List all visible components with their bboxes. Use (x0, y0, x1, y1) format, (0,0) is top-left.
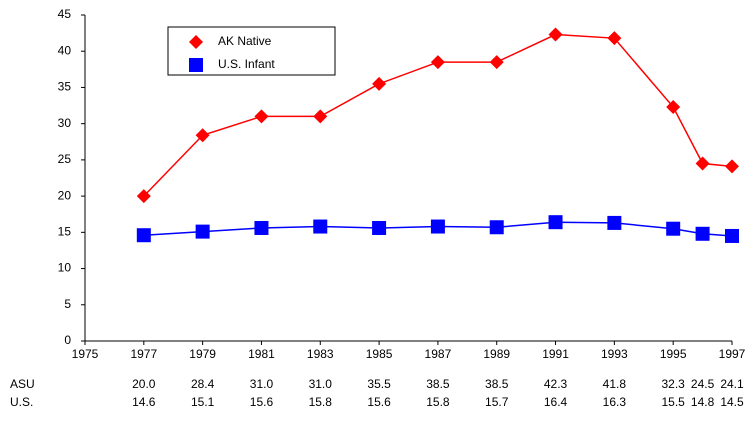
data-point (372, 220, 387, 235)
data-point (136, 228, 151, 243)
table-value: 24.5 (691, 377, 715, 391)
data-point (725, 159, 739, 174)
table-value: 14.6 (132, 395, 156, 409)
table-value: 15.1 (191, 395, 215, 409)
data-point (254, 109, 269, 124)
data-point (725, 228, 739, 243)
x-tick-label: 1993 (601, 347, 628, 361)
x-tick-label: 1987 (425, 347, 452, 361)
y-tick-label: 25 (58, 152, 72, 166)
table-value: 28.4 (191, 377, 215, 391)
legend-label: U.S. Infant (218, 57, 275, 71)
y-tick-label: 30 (58, 116, 72, 130)
x-tick-label: 1975 (72, 347, 99, 361)
table-value: 14.5 (720, 395, 744, 409)
data-point (254, 220, 269, 235)
table-value: 15.6 (250, 395, 274, 409)
data-point (489, 220, 504, 235)
table-value: 35.5 (367, 377, 391, 391)
table-value: 31.0 (309, 377, 333, 391)
x-tick-label: 1983 (307, 347, 334, 361)
data-point (666, 221, 681, 236)
data-point (195, 224, 210, 239)
x-tick-label: 1997 (719, 347, 746, 361)
legend-label: AK Native (218, 34, 272, 48)
table-value: 24.1 (720, 377, 744, 391)
y-tick-label: 0 (64, 333, 71, 347)
data-point (548, 215, 563, 230)
table-value: 20.0 (132, 377, 156, 391)
x-tick-label: 1985 (366, 347, 393, 361)
data-point (489, 55, 504, 70)
table-value: 41.8 (603, 377, 627, 391)
data-point (548, 27, 563, 42)
table-value: 16.3 (603, 395, 627, 409)
table-value: 15.8 (309, 395, 333, 409)
table-value: 15.5 (662, 395, 686, 409)
data-point (666, 100, 681, 115)
table-value: 14.8 (691, 395, 715, 409)
y-tick-label: 35 (58, 80, 72, 94)
data-point (430, 219, 445, 234)
data-point (695, 226, 710, 241)
table-row-label: ASU (10, 377, 35, 391)
x-tick-label: 1995 (660, 347, 687, 361)
table-value: 42.3 (544, 377, 568, 391)
x-tick-label: 1981 (248, 347, 275, 361)
data-point (195, 128, 210, 143)
data-point (607, 31, 622, 46)
y-tick-label: 20 (58, 188, 72, 202)
y-tick-label: 5 (64, 297, 71, 311)
data-point (607, 215, 622, 230)
legend-marker (189, 58, 203, 72)
y-tick-label: 15 (58, 225, 72, 239)
table-value: 38.5 (426, 377, 450, 391)
table-value: 15.8 (426, 395, 450, 409)
table-value: 16.4 (544, 395, 568, 409)
table-value: 38.5 (485, 377, 509, 391)
y-tick-label: 10 (58, 261, 72, 275)
x-tick-label: 1991 (542, 347, 569, 361)
y-tick-label: 45 (58, 7, 72, 21)
series-line (143, 33, 733, 197)
legend-marker (189, 35, 203, 49)
data-point (695, 156, 710, 171)
table-value: 32.3 (662, 377, 686, 391)
table-value: 15.6 (367, 395, 391, 409)
data-point (430, 55, 445, 70)
data-point (136, 189, 151, 204)
y-tick-label: 40 (58, 43, 72, 57)
table-row-label: U.S. (10, 395, 33, 409)
x-tick-label: 1977 (130, 347, 157, 361)
data-point (313, 219, 328, 234)
data-point (313, 109, 328, 124)
x-tick-label: 1989 (483, 347, 510, 361)
table-value: 15.7 (485, 395, 509, 409)
x-tick-label: 1979 (189, 347, 216, 361)
data-point (372, 76, 387, 91)
table-value: 31.0 (250, 377, 274, 391)
